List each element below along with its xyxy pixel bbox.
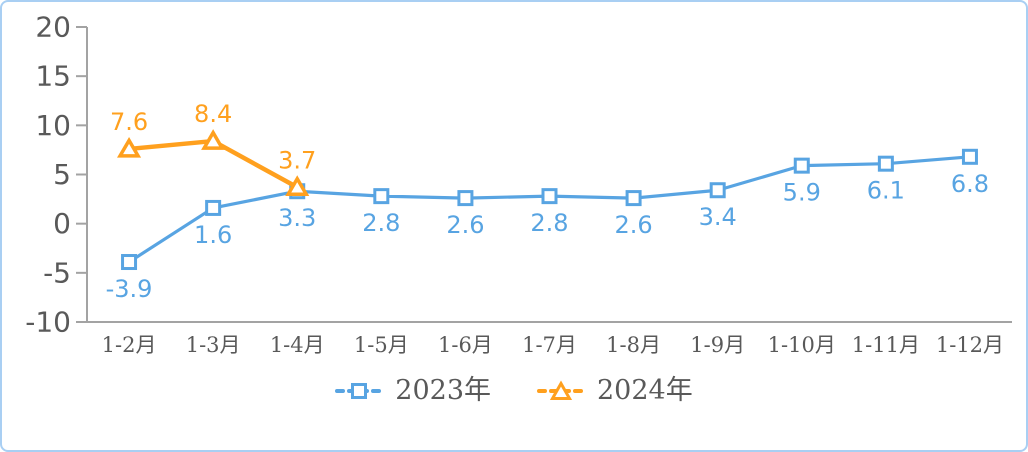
data-point-square-marker [709,182,726,199]
data-label: 1.6 [194,221,232,249]
data-label: 5.9 [783,179,821,207]
legend-square-marker-icon [335,382,384,399]
legend-label-2023: 2023年 [395,375,491,406]
data-label: 6.8 [951,170,989,198]
data-point-square-marker [793,157,810,174]
series-2023年: -3.9 1.6 3.3 2.8 2.6 2.8 2.6 3.4 5.9 6.1 6.8 [106,148,989,303]
x-axis-label: 1-10月 [768,333,836,357]
x-axis-label: 1-2月 [102,333,157,357]
data-point-square-marker [625,190,642,207]
data-point-triangle-marker [285,175,310,197]
x-axis-label: 1-11月 [852,333,920,357]
data-label: 3.7 [278,146,316,174]
x-axis-label: 1-5月 [354,333,409,357]
data-label: -3.9 [106,275,153,303]
y-tick-label: -5 [43,256,71,289]
x-axis-label: 1-12月 [936,333,1004,357]
x-axis-label: 1-8月 [606,333,661,357]
data-label: 7.6 [110,108,148,136]
data-label: 8.4 [194,100,232,128]
data-point-square-marker [961,148,978,165]
data-point-square-marker [457,190,474,207]
data-point-square-marker [205,199,222,216]
x-axis-label: 1-7月 [522,333,577,357]
x-axis-label: 1-9月 [690,333,745,357]
x-axis-label: 1-3月 [186,333,241,357]
legend-item-2023: 2023年 [335,377,491,404]
data-label: 2.8 [530,209,568,237]
legend-label-2024: 2024年 [597,375,693,406]
data-point-triangle-marker [117,136,142,158]
data-label: 2.8 [362,209,400,237]
data-label: 2.6 [615,211,653,239]
legend-triangle-marker-icon [537,379,585,400]
y-tick-label: 15 [35,60,71,93]
series-2024年: 7.6 8.4 3.7 [110,100,316,197]
y-tick-label: -10 [25,306,71,339]
legend-item-2024: 2024年 [537,377,693,404]
data-label: 3.4 [699,203,737,231]
y-tick-label: 0 [53,207,71,240]
y-tick-label: 10 [35,109,71,142]
data-point-square-marker [373,188,390,205]
data-point-square-marker [121,254,138,271]
chart-legend: 2023年 2024年 [0,377,1028,404]
data-point-square-marker [541,188,558,205]
data-point-triangle-marker [201,129,226,150]
x-axis-label: 1-6月 [438,333,493,357]
y-tick-label: 5 [53,158,71,191]
data-label: 3.3 [278,204,316,232]
x-axis-label: 1-4月 [270,333,325,357]
data-label: 6.1 [867,177,905,205]
data-label: 2.6 [446,211,484,239]
y-tick-label: 20 [35,11,71,44]
data-point-square-marker [877,155,894,172]
plot-area: 20 15 10 5 0 -5 -10 1-2月 1-3月 1-4月 1-5月 1-6月 1-7月 1-8… [25,11,1012,357]
